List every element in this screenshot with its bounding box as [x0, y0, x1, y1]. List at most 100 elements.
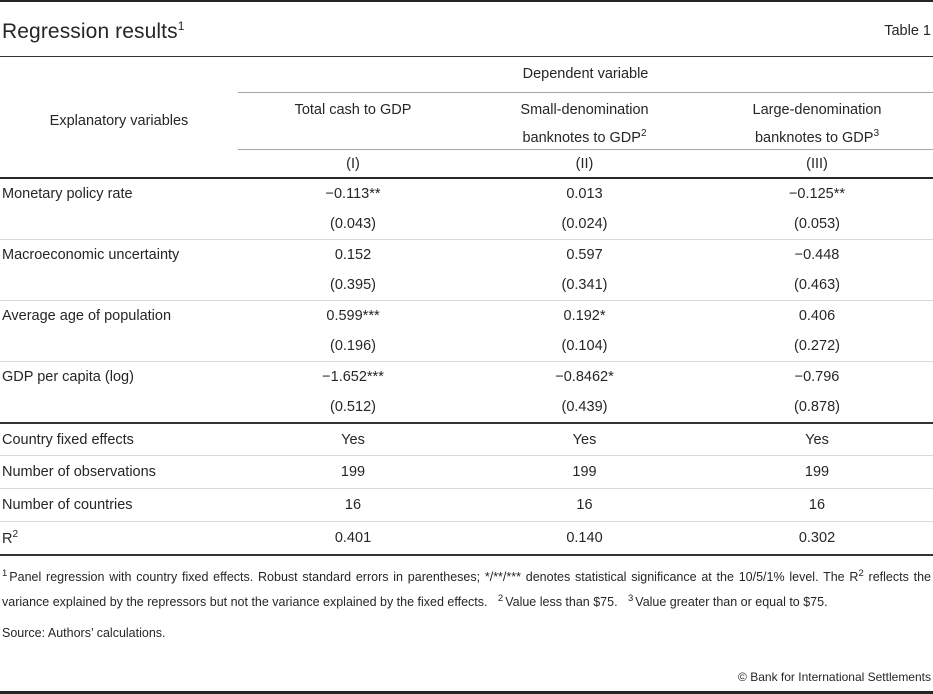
standard-error: (0.043) [330, 215, 376, 232]
statistic-cell: 0.140 [468, 521, 701, 556]
cell-stack: 0.406 (0.272) [701, 301, 933, 361]
cell-stack: 0.152 (0.395) [238, 240, 468, 300]
coefficient-cell: 0.013 (0.024) [468, 177, 701, 240]
coefficient-cell: 0.152 (0.395) [238, 239, 468, 301]
column-headers-row: Explanatory variables Total cash to GDP S… [0, 92, 933, 151]
footnote-text: 1 Panel regression with country fixed eff… [2, 567, 931, 610]
coefficient-cell: 0.597 (0.341) [468, 239, 701, 301]
footnote-marker: 1 [2, 567, 8, 579]
row-label: Average age of population [0, 300, 238, 362]
statistic-cell: 199 [468, 455, 701, 490]
column-header-1: Total cash to GDP [238, 92, 468, 151]
column-footnote-marker: 3 [873, 127, 880, 139]
coefficient-value: −1.652*** [322, 368, 384, 385]
coefficient-cell: 0.192* (0.104) [468, 300, 701, 362]
statistic-row: Number of observations 199 199 199 [0, 455, 933, 490]
statistic-cell: 199 [238, 455, 468, 490]
standard-error: (0.024) [561, 215, 608, 232]
standard-error: (0.463) [794, 276, 840, 293]
coefficient-cell: −0.796 (0.878) [701, 361, 933, 424]
table-number-label: Table 1 [884, 23, 931, 39]
row-label: Macroeconomic uncertainty [0, 239, 238, 301]
cell-stack: −0.8462* (0.439) [468, 362, 701, 422]
copyright-notice: © Bank for International Settlements [738, 670, 931, 684]
cell-stack: −0.125** (0.053) [701, 179, 933, 239]
row-label: Monetary policy rate [0, 177, 238, 240]
row-label: Country fixed effects [0, 422, 238, 457]
dependent-variable-header: Dependent variable [238, 57, 933, 93]
standard-error: (0.053) [794, 215, 840, 232]
cell-stack: −0.113** (0.043) [238, 179, 468, 239]
title-footnote-marker: 1 [177, 18, 185, 33]
column-header-line1: Small-denomination [520, 101, 649, 118]
cell-stack: 0.597 (0.341) [468, 240, 701, 300]
row-label: Number of observations [0, 455, 238, 490]
column-numeral-2: (II) [468, 149, 701, 179]
explanatory-variables-header: Explanatory variables [49, 112, 189, 129]
cell-stack: −1.652*** (0.512) [238, 362, 468, 422]
column-header-line1: Total cash to GDP [294, 101, 412, 118]
coefficient-cell: −0.8462* (0.439) [468, 361, 701, 424]
footnote-marker: 3 [627, 593, 634, 605]
cell-stack: −0.448 (0.463) [701, 240, 933, 300]
coefficient-value: −0.448 [794, 246, 840, 263]
footnote-marker: 2 [497, 593, 504, 605]
column-header-line1: Large-denomination [752, 101, 882, 118]
page-title-text: Regression results [2, 19, 178, 43]
standard-error: (0.104) [561, 337, 608, 354]
coefficient-cell: 0.599*** (0.196) [238, 300, 468, 362]
corner-empty-cell [0, 57, 238, 92]
coefficient-row: Average age of population 0.599*** (0.196)… [0, 300, 933, 362]
statistic-cell: 0.401 [238, 521, 468, 556]
cell-stack: 0.599*** (0.196) [238, 301, 468, 361]
numeral-empty-cell [0, 149, 238, 179]
row-label: Number of countries [0, 488, 238, 523]
standard-error: (0.196) [330, 337, 376, 354]
coefficient-value: 0.599*** [326, 307, 380, 324]
title-row: Regression results1 Table 1 [0, 2, 933, 57]
coefficient-value: 0.597 [566, 246, 603, 263]
column-header-3: Large-denomination banknotes to GDP3 [701, 92, 933, 151]
coefficient-value: 0.013 [566, 185, 603, 202]
cell-stack: −0.796 (0.878) [701, 362, 933, 422]
statistic-cell: Yes [701, 422, 933, 457]
row-label: GDP per capita (log) [0, 361, 238, 424]
regression-table: Dependent variable Explanatory variables… [0, 57, 933, 556]
coefficient-value: 0.406 [798, 307, 836, 324]
column-header-line2: banknotes to GDP2 [522, 127, 647, 146]
column-numeral-1: (I) [238, 149, 468, 179]
page-title: Regression results1 [2, 19, 185, 44]
standard-error: (0.878) [794, 398, 840, 415]
standard-error: (0.341) [561, 276, 608, 293]
coefficient-cell: −0.125** (0.053) [701, 177, 933, 240]
statistic-cell: 16 [468, 488, 701, 523]
statistic-cell: 0.302 [701, 521, 933, 556]
column-footnote-marker: 2 [640, 127, 647, 139]
coefficient-value: −0.125** [788, 185, 846, 202]
label-superscript: 2 [12, 529, 19, 541]
statistic-row: Country fixed effects Yes Yes Yes [0, 422, 933, 457]
statistic-row: R2 0.401 0.140 0.302 [0, 521, 933, 556]
column-header-line2: banknotes to GDP3 [754, 127, 880, 146]
cell-stack: 0.192* (0.104) [468, 301, 701, 361]
standard-error: (0.439) [561, 398, 608, 415]
standard-error: (0.395) [330, 276, 376, 293]
coefficient-value: 0.192* [563, 307, 606, 324]
column-header-2: Small-denomination banknotes to GDP2 [468, 92, 701, 151]
statistic-row: Number of countries 16 16 16 [0, 488, 933, 523]
column-numerals-row: (I) (II) (III) [0, 149, 933, 179]
coefficient-cell: −1.652*** (0.512) [238, 361, 468, 424]
source-text: Source: Authors’ calculations. [2, 626, 166, 641]
statistic-cell: Yes [238, 422, 468, 457]
coefficient-value: −0.8462* [555, 368, 614, 385]
statistic-cell: 199 [701, 455, 933, 490]
coefficient-value: −0.113** [325, 185, 381, 202]
statistic-cell: 16 [238, 488, 468, 523]
coefficient-cell: −0.448 (0.463) [701, 239, 933, 301]
cell-stack: 0.013 (0.024) [468, 179, 701, 239]
column-numeral-3: (III) [701, 149, 933, 179]
statistic-cell: 16 [701, 488, 933, 523]
coefficient-value: 0.152 [334, 246, 372, 263]
coefficient-row: GDP per capita (log) −1.652*** (0.512) −0.8… [0, 361, 933, 424]
